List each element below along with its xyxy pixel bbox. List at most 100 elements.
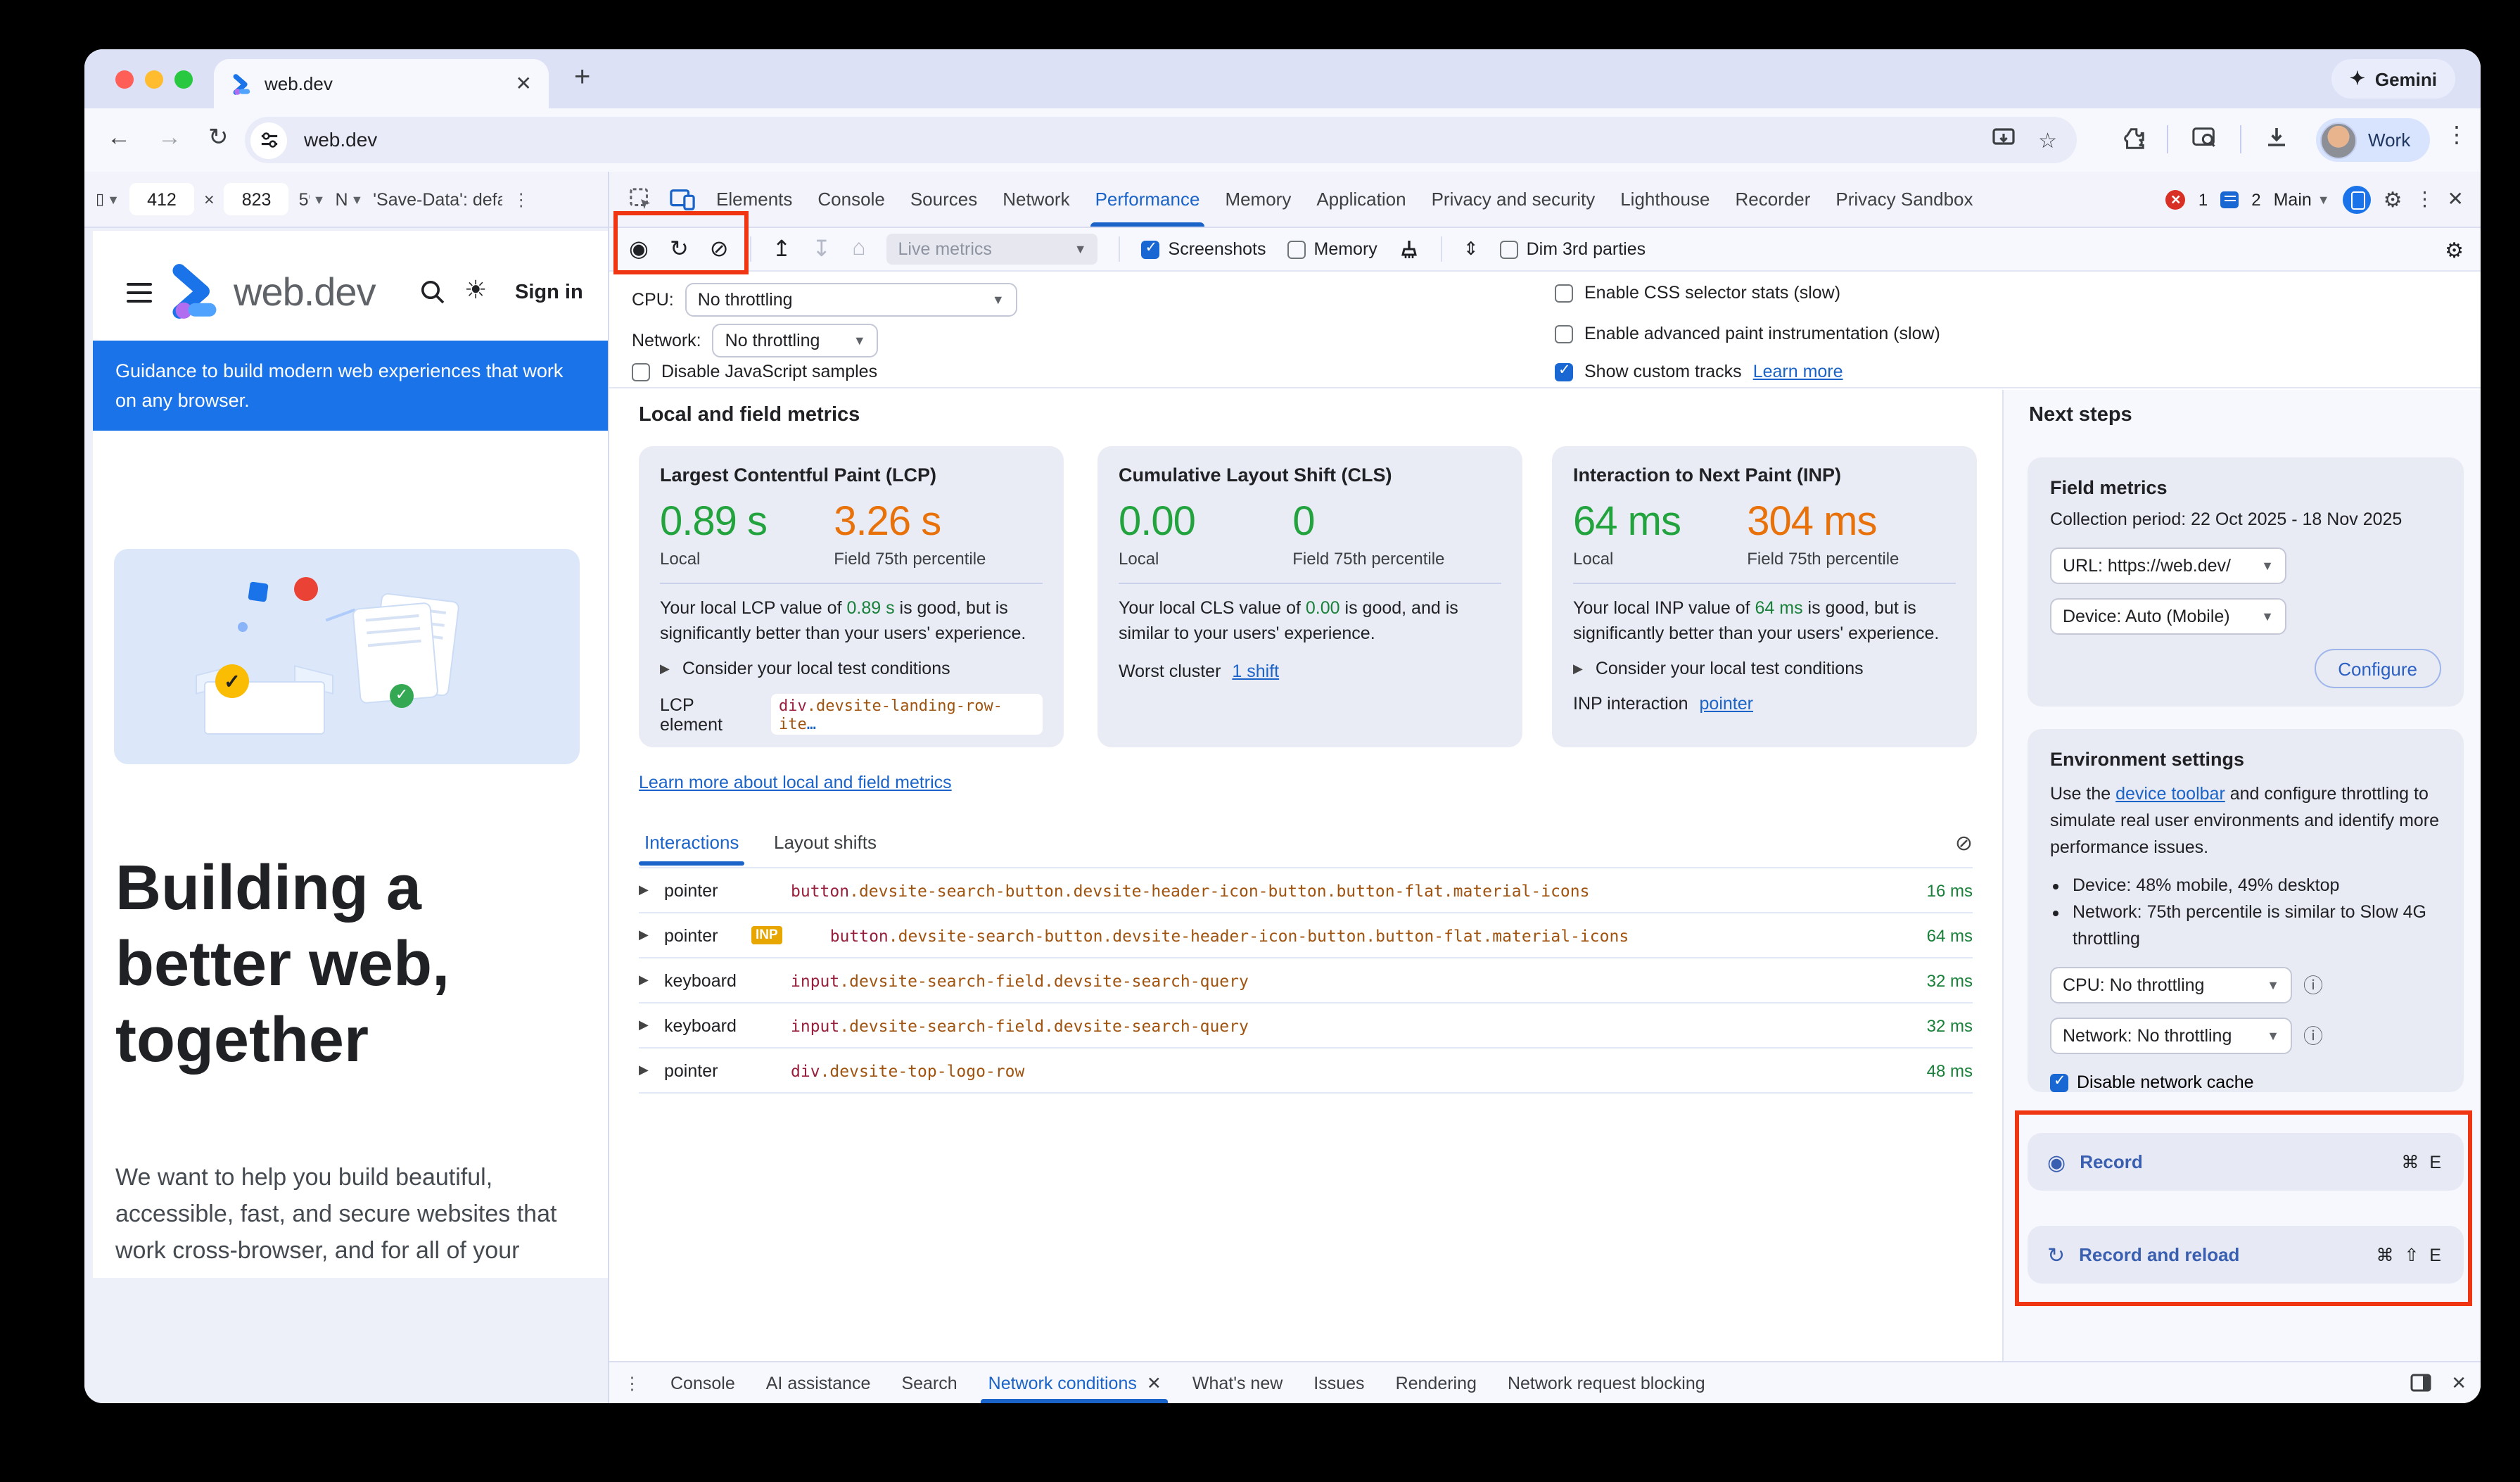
show-custom-tracks-checkbox[interactable]: Show custom tracks Learn more (1555, 362, 1843, 381)
env-network-select[interactable]: Network: No throttling ▼ (2050, 1018, 2292, 1054)
url-text[interactable]: web.dev (304, 128, 378, 151)
hamburger-menu-icon[interactable] (127, 283, 152, 308)
interaction-row-5[interactable]: ▶ pointer div.devsite-top-logo-row 48 ms (639, 1049, 1973, 1094)
dim-3rd-parties-checkbox[interactable]: Dim 3rd parties (1499, 239, 1646, 259)
zoom-dropdown[interactable]: 5%▼ (298, 189, 326, 209)
omnibox[interactable]: web.dev ☆ (245, 117, 2077, 163)
devtools-tab-sources[interactable]: Sources (910, 189, 978, 210)
inspect-element-icon[interactable] (629, 187, 653, 211)
drawer-tab-search[interactable]: Search (901, 1373, 957, 1393)
emulation-menu-icon[interactable]: ⋮ (512, 190, 530, 210)
info-icon[interactable]: ⓘ (2303, 1025, 2323, 1047)
site-settings-icon[interactable] (250, 122, 287, 158)
home-icon[interactable]: ⌂ (852, 236, 866, 260)
screenshots-checkbox[interactable]: Screenshots (1141, 239, 1266, 259)
tab-close-icon[interactable]: ✕ (515, 72, 532, 94)
drawer-tab-network-conditions[interactable]: Network conditions ✕ (973, 1362, 1177, 1403)
devtools-tab-elements[interactable]: Elements (716, 189, 793, 210)
new-tab-button[interactable]: + (574, 62, 591, 93)
error-count[interactable]: 1 (2198, 189, 2208, 209)
devtools-settings-gear-icon[interactable]: ⚙ (2383, 188, 2403, 212)
field-device-select[interactable]: Device: Auto (Mobile) ▼ (2050, 598, 2286, 635)
minimize-window-button[interactable] (145, 70, 163, 89)
lcp-element-chip[interactable]: div.devsite-landing-row-ite… (770, 694, 1043, 735)
device-toolbar-icon[interactable] (670, 188, 695, 210)
context-selector[interactable]: Main ▼ (2273, 189, 2330, 209)
reload-button[interactable]: ↻ (208, 124, 229, 151)
device-width-input[interactable]: 412 (129, 183, 194, 215)
collapse-sections-icon[interactable]: ⇕ (1463, 238, 1479, 259)
devtools-tab-console[interactable]: Console (817, 189, 885, 210)
inp-interaction-link[interactable]: pointer (1699, 694, 1753, 714)
inp-expander[interactable]: ▶ Consider your local test conditions (1573, 659, 1864, 678)
capture-settings-gear-icon[interactable]: ⚙ (2445, 239, 2464, 263)
memory-checkbox[interactable]: Memory (1287, 239, 1377, 259)
browser-tab[interactable]: web.dev ✕ (214, 59, 549, 108)
interaction-row-2[interactable]: ▶ pointer INP button.devsite-search-button.… (639, 913, 1973, 958)
forward-button[interactable]: → (158, 124, 182, 151)
env-cpu-select[interactable]: CPU: No throttling ▼ (2050, 967, 2292, 1003)
drawer-tab-ai-assistance[interactable]: AI assistance (765, 1373, 871, 1393)
clear-icon[interactable]: ⊘ (709, 238, 729, 262)
field-url-select[interactable]: URL: https://web.dev/▼ (2050, 547, 2286, 584)
disable-network-cache-checkbox[interactable]: Disable network cache (2050, 1072, 2441, 1092)
expand-row-icon[interactable]: ▶ (639, 1063, 649, 1077)
downloads-icon[interactable] (2265, 127, 2288, 149)
expand-row-icon[interactable]: ▶ (639, 927, 649, 942)
devtools-tab-network[interactable]: Network (1003, 189, 1070, 210)
devtools-tab-privacy-sandbox[interactable]: Privacy Sandbox (1835, 189, 1973, 210)
webdev-logo-text[interactable]: web.dev (234, 270, 376, 314)
record-icon[interactable]: ◉ (629, 238, 649, 262)
extensions-icon[interactable] (2122, 127, 2146, 151)
tab-interactions[interactable]: Interactions (638, 832, 745, 866)
profile-button[interactable]: Work (2316, 118, 2431, 162)
interaction-row-1[interactable]: ▶ pointer button.devsite-search-button.dev… (639, 868, 1973, 913)
throttle-dropdown[interactable]: No▼ (335, 189, 364, 209)
advanced-paint-checkbox[interactable]: Enable advanced paint instrumentation (s… (1555, 324, 1940, 343)
custom-tracks-learn-more-link[interactable]: Learn more (1752, 362, 1843, 381)
window-controls[interactable] (115, 70, 193, 89)
tab-layout-shifts[interactable]: Layout shifts (774, 832, 877, 853)
close-window-button[interactable] (115, 70, 134, 89)
record-button[interactable]: ◉ Record ⌘ E (2028, 1133, 2464, 1191)
devtools-tab-recorder[interactable]: Recorder (1735, 189, 1811, 210)
bookmark-star-icon[interactable]: ☆ (2038, 129, 2057, 153)
browser-menu-icon[interactable]: ⋮ (2445, 124, 2468, 148)
disable-js-samples-checkbox[interactable]: Disable JavaScript samples (632, 362, 877, 381)
device-height-input[interactable]: 823 (224, 183, 289, 215)
drawer-tab-issues[interactable]: Issues (1313, 1373, 1365, 1393)
sign-in-link[interactable]: Sign in (515, 281, 583, 304)
interaction-row-3[interactable]: ▶ keyboard input.devsite-search-field.devs… (639, 958, 1973, 1003)
console-message-icon[interactable] (2220, 191, 2239, 208)
drawer-tab-rendering[interactable]: Rendering (1395, 1373, 1477, 1393)
info-icon[interactable]: ⓘ (2303, 974, 2323, 996)
drawer-tab-console[interactable]: Console (670, 1373, 735, 1393)
devtools-tab-lighthouse[interactable]: Lighthouse (1620, 189, 1710, 210)
devtools-close-icon[interactable]: ✕ (2447, 187, 2464, 210)
clear-interactions-icon[interactable]: ⊘ (1954, 832, 1973, 856)
devtools-tab-privacy-and-security[interactable]: Privacy and security (1431, 189, 1596, 210)
error-badge-icon[interactable]: ✕ (2165, 189, 2186, 209)
install-icon[interactable] (1992, 128, 2015, 149)
save-profile-icon[interactable]: ↧ (812, 238, 832, 262)
record-and-reload-button[interactable]: ↻ Record and reload ⌘ ⇧ E (2028, 1226, 2464, 1284)
devtools-tab-memory[interactable]: Memory (1225, 189, 1292, 210)
page-search-icon[interactable] (419, 279, 446, 305)
webdev-logo-icon[interactable] (166, 262, 225, 321)
cpu-throttling-select[interactable]: No throttling ▼ (685, 283, 1017, 317)
device-mode-badge-icon[interactable] (2342, 185, 2371, 213)
expand-row-icon[interactable]: ▶ (639, 1018, 649, 1032)
maximize-window-button[interactable] (174, 70, 193, 89)
tab-search-icon[interactable] (2192, 127, 2217, 149)
expand-row-icon[interactable]: ▶ (639, 973, 649, 987)
load-profile-icon[interactable]: ↥ (772, 238, 791, 262)
drawer-tab-network-request-blocking[interactable]: Network request blocking (1507, 1373, 1705, 1393)
theme-toggle-icon[interactable]: ☀ (464, 276, 488, 304)
devtools-menu-icon[interactable]: ⋮ (2414, 187, 2435, 210)
record-reload-icon[interactable]: ↻ (669, 238, 689, 262)
devtools-tab-application[interactable]: Application (1316, 189, 1406, 210)
worst-cluster-link[interactable]: 1 shift (1232, 661, 1280, 681)
css-selector-stats-checkbox[interactable]: Enable CSS selector stats (slow) (1555, 283, 1840, 303)
live-metrics-select[interactable]: Live metrics ▼ (886, 234, 1098, 265)
drawer-tab-what-s-new[interactable]: What's new (1192, 1373, 1283, 1393)
